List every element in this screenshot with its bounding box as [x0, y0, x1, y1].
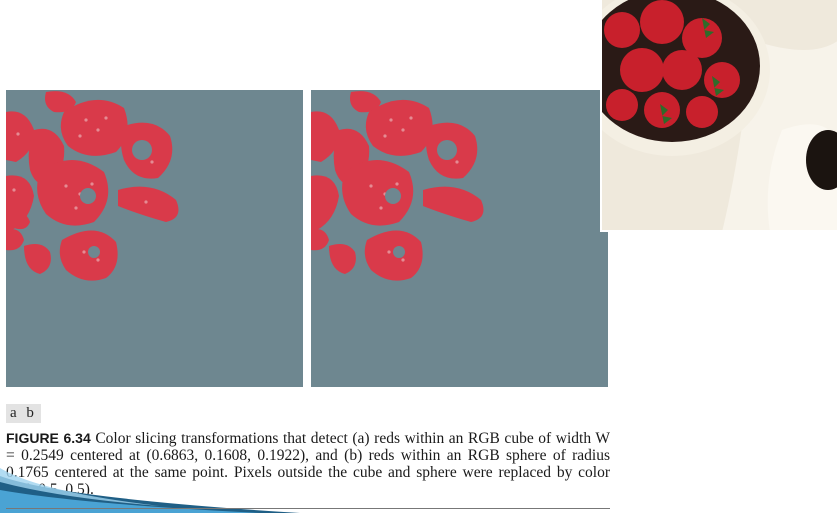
figure-panel-b	[311, 90, 608, 387]
figure-panel-a	[6, 90, 303, 387]
strawberry-bowl-photo	[600, 0, 837, 232]
strawberry-reds-cube	[6, 91, 179, 281]
subfigure-labels: a b	[6, 404, 41, 423]
slide-corner-decoration	[0, 468, 300, 513]
figure-number: FIGURE 6.34	[6, 430, 91, 446]
strawberry-reds-sphere	[311, 91, 484, 281]
caption-bottom-rule	[6, 508, 610, 509]
photo-image	[602, 0, 837, 230]
